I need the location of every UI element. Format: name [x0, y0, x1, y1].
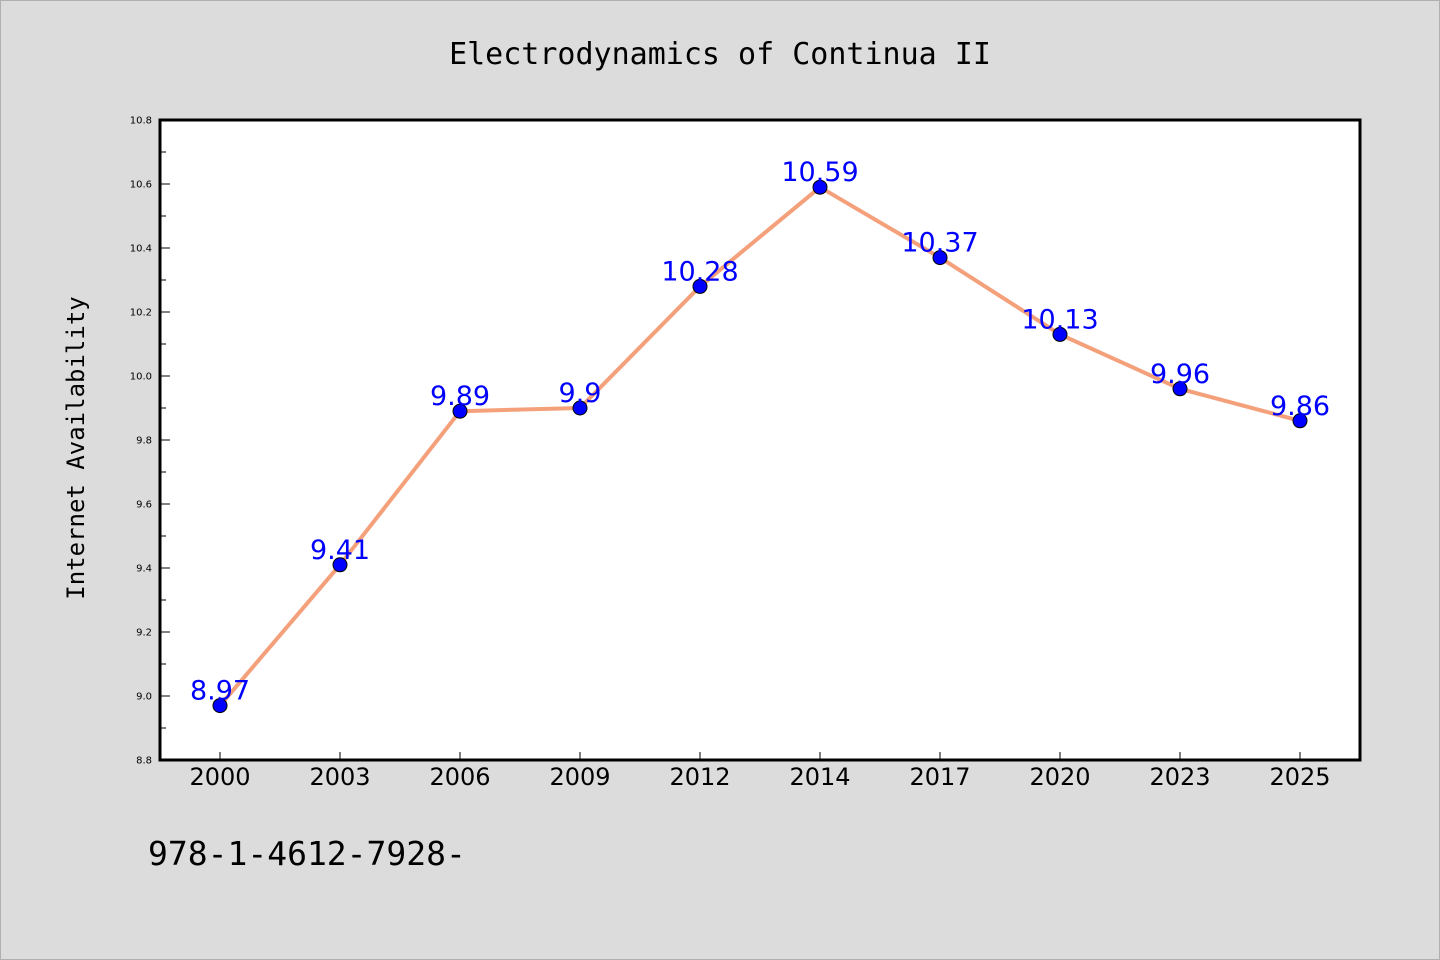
y-tick-label: 9.2	[136, 628, 152, 639]
y-tick-label: 8.8	[136, 756, 152, 767]
series-line	[218, 185, 1302, 708]
data-point	[812, 179, 828, 195]
x-tick-label: 2017	[909, 763, 970, 791]
series-layer: 8.97 9.41 9.89 9.9 10.28 10.59 10.37 10.13 9.96 9…	[190, 157, 1330, 714]
data-point	[1292, 413, 1308, 429]
y-tick-label: 10.6	[130, 180, 152, 191]
data-label: 10.59	[781, 157, 858, 188]
data-label: 9.89	[430, 381, 490, 412]
data-label: 10.13	[1021, 304, 1098, 335]
y-tick-label: 9.6	[136, 500, 152, 511]
data-point	[452, 403, 468, 419]
data-point	[932, 250, 948, 266]
plot-frame	[158, 118, 1362, 762]
data-label: 10.37	[901, 228, 978, 259]
x-tick-label: 2006	[429, 763, 490, 791]
x-axis: 2000 2003 2006 2009 2012 2014 2017 2020 2023 2025	[189, 752, 1331, 791]
data-label: 10.28	[661, 256, 738, 287]
y-tick-label: 10.8	[130, 116, 152, 127]
y-tick-label: 10.0	[130, 372, 152, 383]
data-point	[332, 557, 348, 573]
data-label: 9.41	[310, 535, 370, 566]
data-point	[212, 698, 228, 714]
data-point	[692, 278, 708, 294]
x-tick-label: 2014	[789, 763, 850, 791]
data-point	[572, 400, 588, 416]
x-tick-label: 2009	[549, 763, 610, 791]
data-label: 9.96	[1150, 359, 1210, 390]
y-tick-label: 9.4	[136, 564, 152, 575]
y-tick-label: 9.0	[136, 692, 152, 703]
data-label: 9.9	[559, 378, 602, 409]
plot-area	[160, 120, 1360, 760]
x-tick-label: 2012	[669, 763, 730, 791]
y-tick-label: 10.2	[130, 308, 152, 319]
y-tick-label: 10.4	[130, 244, 152, 255]
data-point	[1172, 381, 1188, 397]
x-tick-label: 2000	[189, 763, 250, 791]
chart-title: Electrodynamics of Continua II	[449, 37, 991, 72]
data-point	[1052, 326, 1068, 342]
data-label: 8.97	[190, 676, 250, 707]
y-axis: 8.8 9.0 9.2 9.4 9.6 9.8 10.0 10.2 10.4 10.6 10.8	[130, 116, 170, 767]
y-axis-label: Internet Availability	[62, 296, 90, 599]
x-tick-label: 2003	[309, 763, 370, 791]
y-tick-label: 9.8	[136, 436, 152, 447]
x-tick-label: 2020	[1029, 763, 1090, 791]
footnote: 978-1-4612-7928-	[148, 834, 466, 873]
data-label: 9.86	[1270, 391, 1330, 422]
x-tick-label: 2023	[1149, 763, 1210, 791]
x-tick-label: 2025	[1269, 763, 1330, 791]
